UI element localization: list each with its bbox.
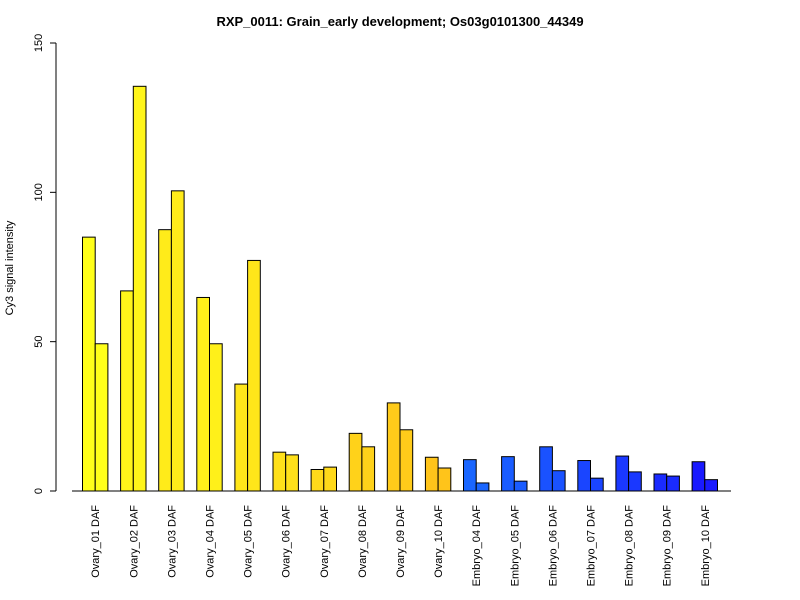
y-axis: 0 50 100 150 [33, 34, 57, 494]
chart-title: RXP_0011: Grain_early development; Os03g… [216, 14, 583, 29]
bar-2-4 [209, 343, 223, 492]
x-tick-label: Embryo_08 DAF [624, 505, 636, 587]
bar-1-7 [310, 468, 325, 492]
bar-2-14 [590, 477, 604, 492]
bar-2-7 [323, 466, 337, 492]
bar-2-1 [94, 343, 109, 492]
bar-1-9 [386, 402, 401, 492]
x-tick-label: Ovary_04 DAF [205, 505, 217, 578]
y-tick-label: 0 [33, 488, 45, 494]
x-tick-label: Ovary_03 DAF [166, 505, 178, 578]
x-tick-label: Ovary_10 DAF [433, 505, 445, 578]
bars [82, 85, 718, 492]
bar-1-2 [120, 290, 134, 492]
bar-1-5 [234, 383, 249, 492]
bar-1-6 [272, 451, 287, 492]
bar-2-8 [361, 446, 376, 492]
bar-2-5 [247, 259, 261, 492]
bar-1-10 [424, 456, 439, 492]
bar-1-13 [539, 446, 553, 492]
x-tick-label: Embryo_06 DAF [547, 505, 559, 587]
x-tick-label: Ovary_09 DAF [395, 505, 407, 578]
bar-2-16 [666, 475, 680, 492]
y-tick-label: 100 [33, 183, 45, 201]
bar-1-12 [501, 456, 515, 492]
bar-1-8 [348, 432, 363, 492]
bar-2-15 [628, 471, 642, 492]
bar-2-3 [170, 190, 185, 492]
bar-1-17 [691, 461, 706, 492]
bar-1-15 [615, 455, 630, 492]
bar-1-11 [463, 459, 477, 492]
bar-1-1 [82, 236, 96, 492]
bar-1-16 [653, 473, 668, 492]
bar-2-11 [475, 482, 490, 492]
bar-1-4 [196, 296, 211, 492]
x-tick-label: Ovary_06 DAF [281, 505, 293, 578]
bar-2-10 [437, 467, 452, 492]
bar-2-13 [551, 470, 566, 492]
x-tick-label: Embryo_10 DAF [700, 505, 712, 587]
bar-1-14 [577, 460, 591, 492]
bar-1-3 [158, 229, 172, 492]
bar-2-17 [704, 479, 718, 492]
x-tick-label: Ovary_05 DAF [243, 505, 255, 578]
x-axis-labels: Ovary_01 DAF Ovary_02 DAF Ovary_03 DAF Ovar… [90, 505, 712, 587]
bar-2-2 [132, 85, 147, 492]
x-tick-label: Embryo_05 DAF [509, 505, 521, 587]
x-tick-label: Embryo_04 DAF [471, 505, 483, 587]
x-tick-label: Ovary_02 DAF [128, 505, 140, 578]
bar-2-9 [399, 429, 414, 492]
x-tick-label: Ovary_07 DAF [319, 505, 331, 578]
bar-2-6 [285, 454, 299, 492]
x-tick-label: Embryo_09 DAF [662, 505, 674, 587]
x-tick-label: Ovary_01 DAF [90, 505, 102, 578]
y-tick-label: 150 [33, 34, 45, 52]
y-axis-label: Cy3 signal intensity [4, 220, 16, 315]
x-tick-label: Embryo_07 DAF [586, 505, 598, 587]
bar-2-12 [513, 480, 528, 492]
x-tick-label: Ovary_08 DAF [357, 505, 369, 578]
y-tick-label: 50 [33, 336, 45, 348]
